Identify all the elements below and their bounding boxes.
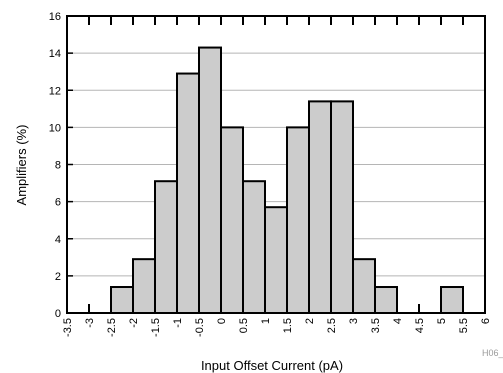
histogram-bar bbox=[176, 72, 200, 314]
y-tick-label: 12 bbox=[49, 85, 61, 97]
histogram-bar bbox=[220, 126, 244, 314]
x-tick-label: 5.5 bbox=[458, 318, 470, 333]
x-tick-label: 4 bbox=[392, 318, 404, 324]
histogram-bar bbox=[110, 286, 134, 315]
histogram-bar bbox=[440, 286, 464, 315]
y-tick-label: 14 bbox=[49, 48, 61, 60]
x-tick-label: 2.5 bbox=[326, 318, 338, 333]
grid-lines bbox=[67, 52, 485, 277]
x-tick-label: -3 bbox=[84, 318, 96, 328]
x-tick-label: 3 bbox=[348, 318, 360, 324]
x-tick-label: -2.5 bbox=[106, 318, 118, 337]
y-tick-label: 0 bbox=[55, 308, 61, 320]
x-tick-label: 3.5 bbox=[370, 318, 382, 333]
axis-ticks bbox=[66, 15, 486, 314]
y-tick-label: 8 bbox=[55, 160, 61, 172]
x-tick-label: 5 bbox=[436, 318, 448, 324]
figure-id-watermark: H06_ bbox=[482, 348, 503, 358]
y-axis-title: Amplifiers (%) bbox=[14, 125, 29, 206]
histogram-bar bbox=[154, 180, 178, 314]
histogram-bar bbox=[242, 180, 266, 314]
x-tick-label: 1 bbox=[260, 318, 272, 324]
x-tick-label: 2 bbox=[304, 318, 316, 324]
y-tick-label: 6 bbox=[55, 197, 61, 209]
x-tick-label: 0.5 bbox=[238, 318, 250, 333]
histogram-bar bbox=[198, 46, 222, 315]
histogram-bar bbox=[308, 100, 332, 314]
histogram-bar bbox=[264, 206, 288, 315]
x-tick-label: -2 bbox=[128, 318, 140, 328]
x-tick-label: 6 bbox=[480, 318, 492, 324]
x-tick-label: -3.5 bbox=[62, 318, 74, 337]
x-tick-label: 1.5 bbox=[282, 318, 294, 333]
histogram-bar bbox=[286, 126, 310, 314]
x-tick-label: -1.5 bbox=[150, 318, 162, 337]
x-tick-label: -0.5 bbox=[194, 318, 206, 337]
x-tick-labels: -3.5 -3 -2.5 -2 -1.5 -1 -0.5 0 0.5 1 1.5 2 2.5 3 3.5 4 4… bbox=[62, 318, 492, 337]
histogram-bar bbox=[352, 258, 376, 315]
x-axis-title: Input Offset Current (pA) bbox=[201, 358, 343, 373]
y-tick-labels: 0 2 4 6 8 10 12 14 16 bbox=[49, 11, 61, 320]
y-tick-label: 2 bbox=[55, 271, 61, 283]
histogram-bar bbox=[374, 286, 398, 315]
y-tick-label: 16 bbox=[49, 11, 61, 23]
x-tick-label: 4.5 bbox=[414, 318, 426, 333]
histogram-bar bbox=[132, 258, 156, 315]
y-tick-label: 10 bbox=[49, 122, 61, 134]
x-tick-label: 0 bbox=[216, 318, 228, 324]
y-tick-label: 4 bbox=[55, 234, 61, 246]
bars bbox=[110, 46, 464, 315]
histogram-bar bbox=[330, 100, 354, 314]
x-tick-label: -1 bbox=[172, 318, 184, 328]
